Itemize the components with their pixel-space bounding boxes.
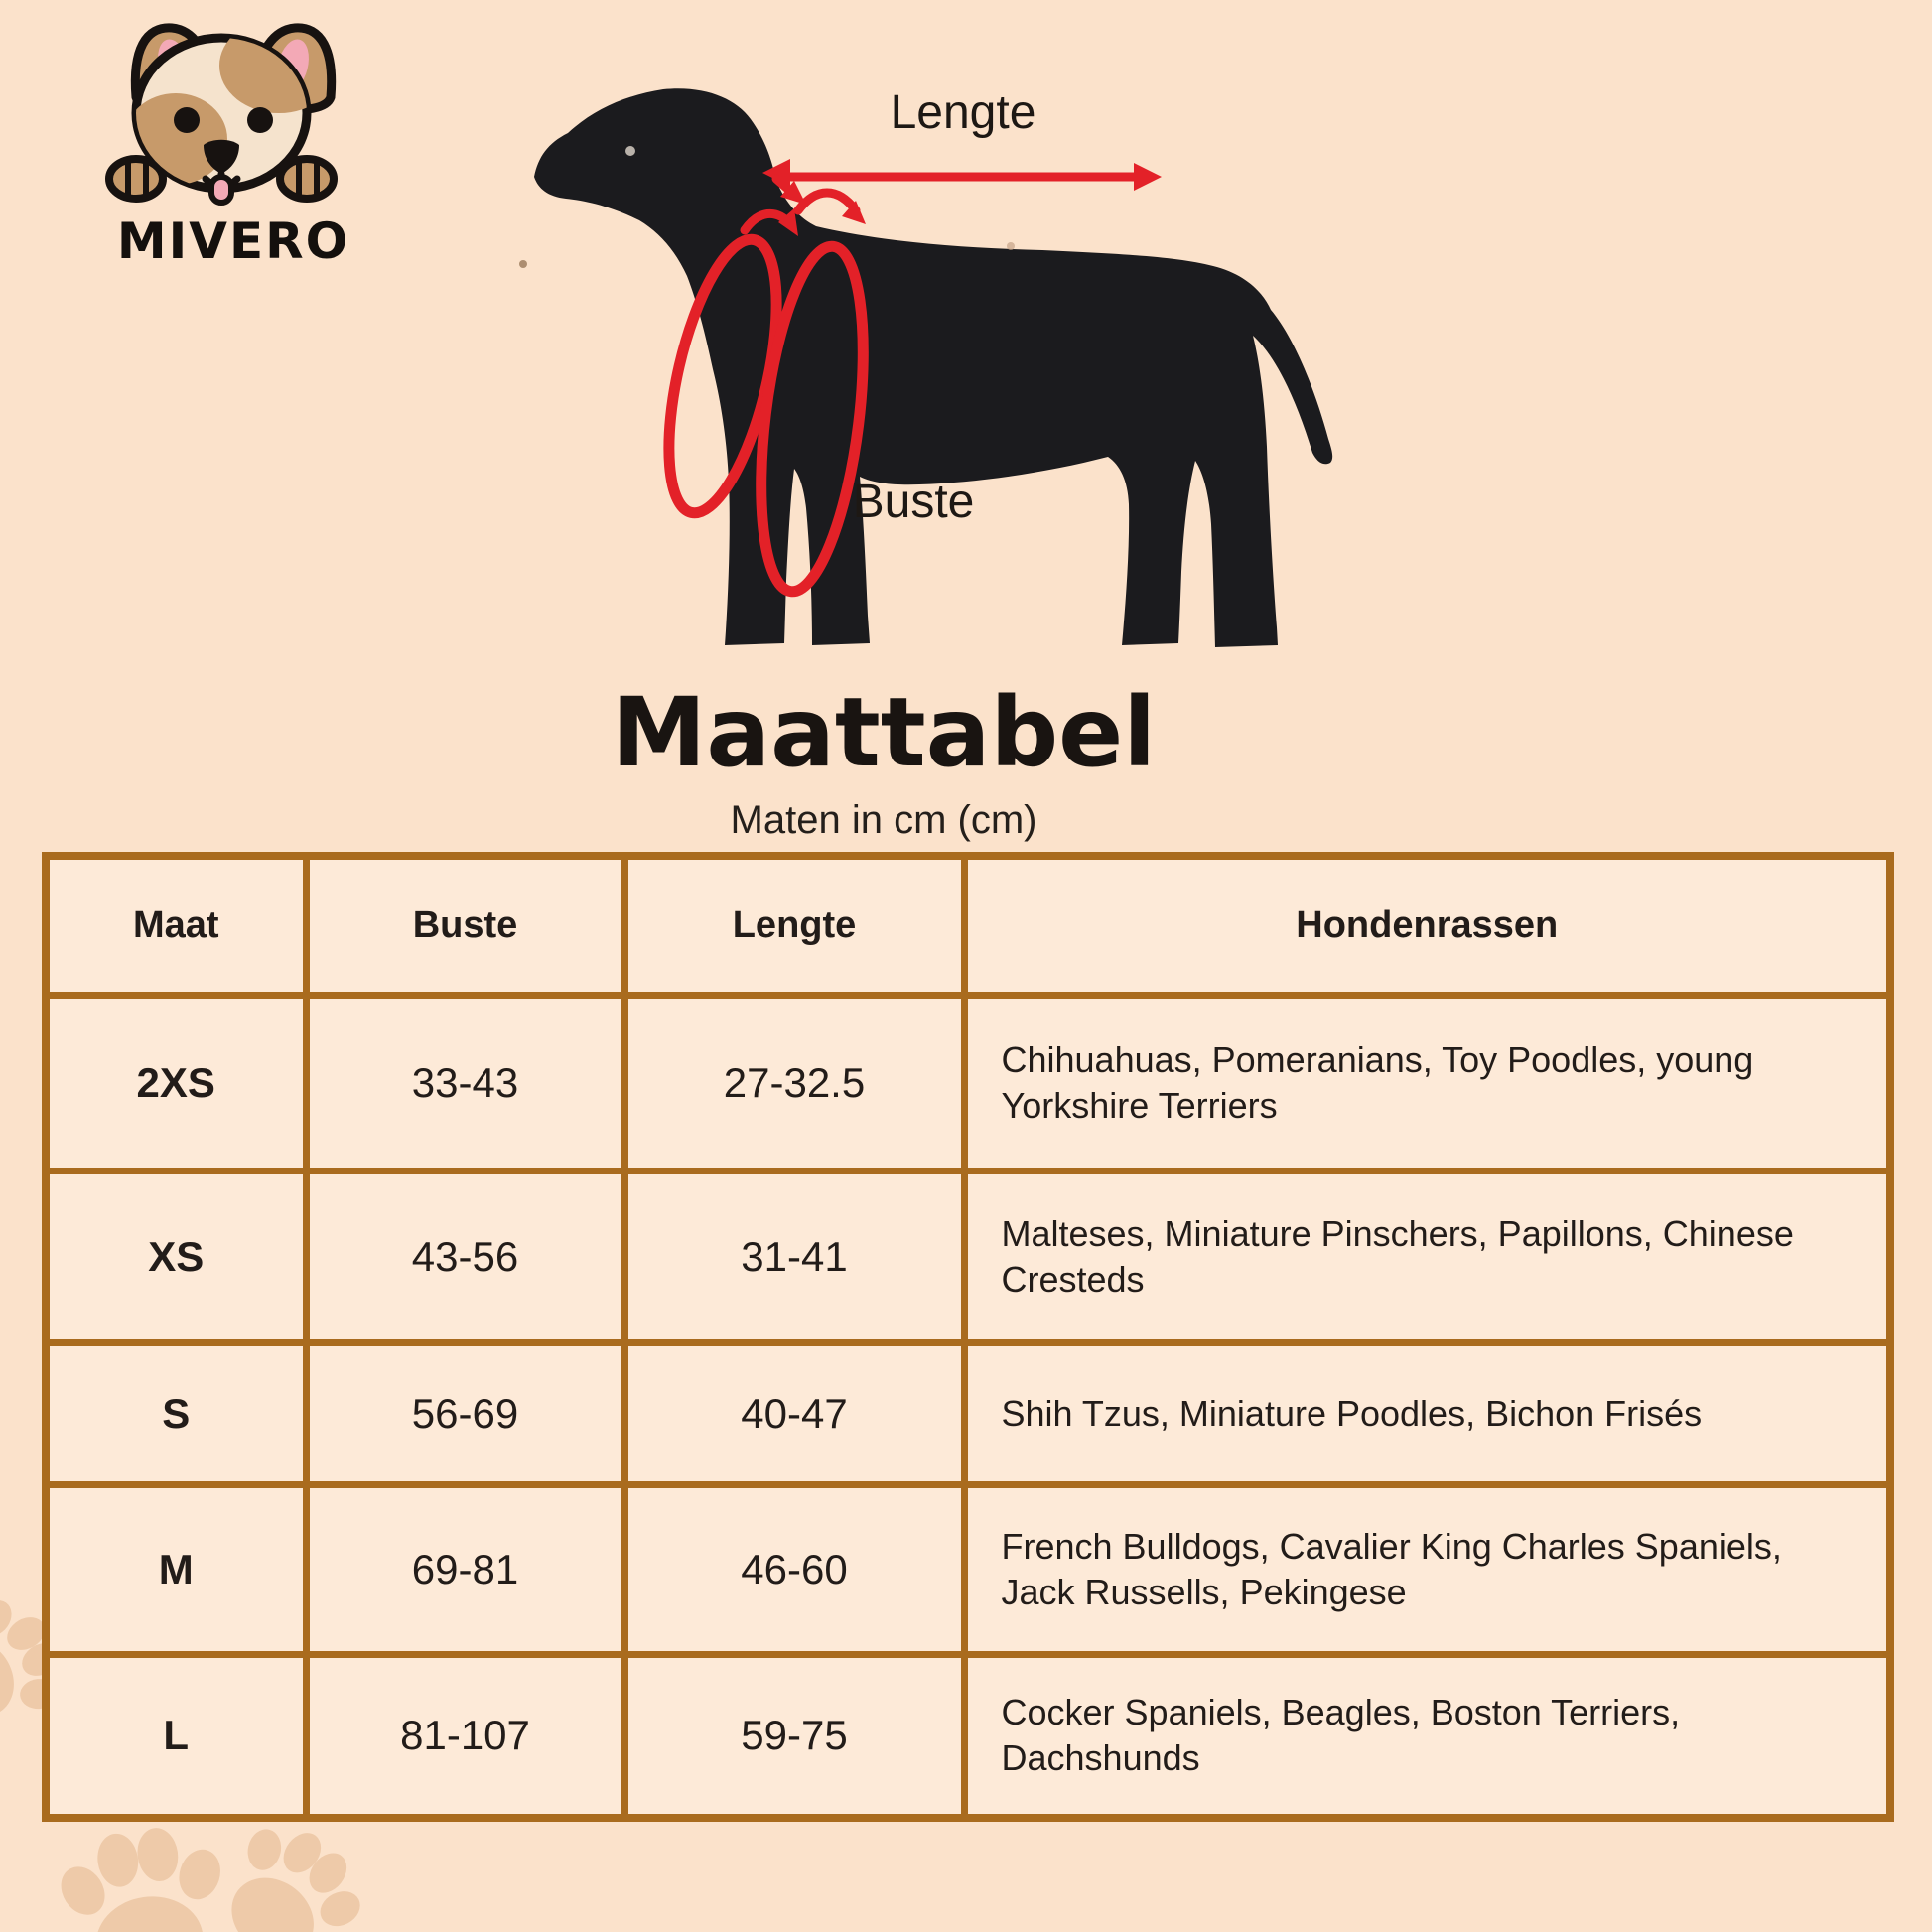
table-row: XS 43-56 31-41 Malteses, Miniature Pinsc…: [42, 1167, 1894, 1346]
length-arrow: [762, 159, 1162, 205]
table-row: S 56-69 40-47 Shih Tzus, Miniature Poodl…: [42, 1338, 1894, 1488]
buste-cell: 69-81: [302, 1480, 628, 1658]
girth-arrowhead: [778, 208, 798, 236]
dog-measurement-diagram: [519, 88, 1333, 647]
breeds-cell: French Bulldogs, Cavalier King Charles S…: [960, 1480, 1894, 1658]
buste-cell: 43-56: [302, 1167, 628, 1346]
length-label: Lengte: [890, 86, 1036, 139]
lengte-cell: 27-32.5: [621, 991, 968, 1174]
speck: [1007, 242, 1015, 250]
size-cell: L: [42, 1650, 310, 1822]
chest-girth-loop: [756, 240, 869, 598]
page-subtitle: Maten in cm (cm): [730, 798, 1037, 842]
header-buste: Buste: [302, 852, 628, 999]
lengte-cell: 40-47: [621, 1338, 968, 1488]
page-title: Maattabel: [611, 677, 1157, 788]
brand-name: MIVERO: [116, 212, 350, 270]
dog-eye: [625, 146, 635, 156]
lengte-cell: 31-41: [621, 1167, 968, 1346]
size-cell: 2XS: [42, 991, 310, 1174]
table-row: L 81-107 59-75 Cocker Spaniels, Beagles,…: [42, 1650, 1894, 1822]
speck: [519, 260, 527, 268]
header-hondenrassen: Hondenrassen: [960, 852, 1894, 999]
chest-label: Buste: [852, 476, 975, 528]
lengte-cell: 59-75: [621, 1650, 968, 1822]
size-cell: XS: [42, 1167, 310, 1346]
lengte-cell: 46-60: [621, 1480, 968, 1658]
buste-cell: 33-43: [302, 991, 628, 1174]
breeds-cell: Malteses, Miniature Pinschers, Papillons…: [960, 1167, 1894, 1346]
size-table: Maat Buste Lengte Hondenrassen 2XS 33-43…: [42, 852, 1894, 1822]
breeds-cell: Chihuahuas, Pomeranians, Toy Poodles, yo…: [960, 991, 1894, 1174]
size-cell: M: [42, 1480, 310, 1658]
buste-cell: 56-69: [302, 1338, 628, 1488]
dog-silhouette: [534, 88, 1333, 647]
buste-cell: 81-107: [302, 1650, 628, 1822]
table-row: M 69-81 46-60 French Bulldogs, Cavalier …: [42, 1480, 1894, 1658]
table-row: 2XS 33-43 27-32.5 Chihuahuas, Pomeranian…: [42, 991, 1894, 1174]
breeds-cell: Shih Tzus, Miniature Poodles, Bichon Fri…: [960, 1338, 1894, 1488]
size-cell: S: [42, 1338, 310, 1488]
girth-arrowhead: [842, 201, 866, 224]
header-lengte: Lengte: [621, 852, 968, 999]
brand-logo: MIVERO: [84, 18, 382, 270]
paw-icon: [47, 1818, 243, 1932]
header-maat: Maat: [42, 852, 310, 999]
breeds-cell: Cocker Spaniels, Beagles, Boston Terrier…: [960, 1650, 1894, 1822]
table-header-row: Maat Buste Lengte Hondenrassen: [42, 852, 1894, 999]
brand-dog-icon: [105, 23, 338, 206]
